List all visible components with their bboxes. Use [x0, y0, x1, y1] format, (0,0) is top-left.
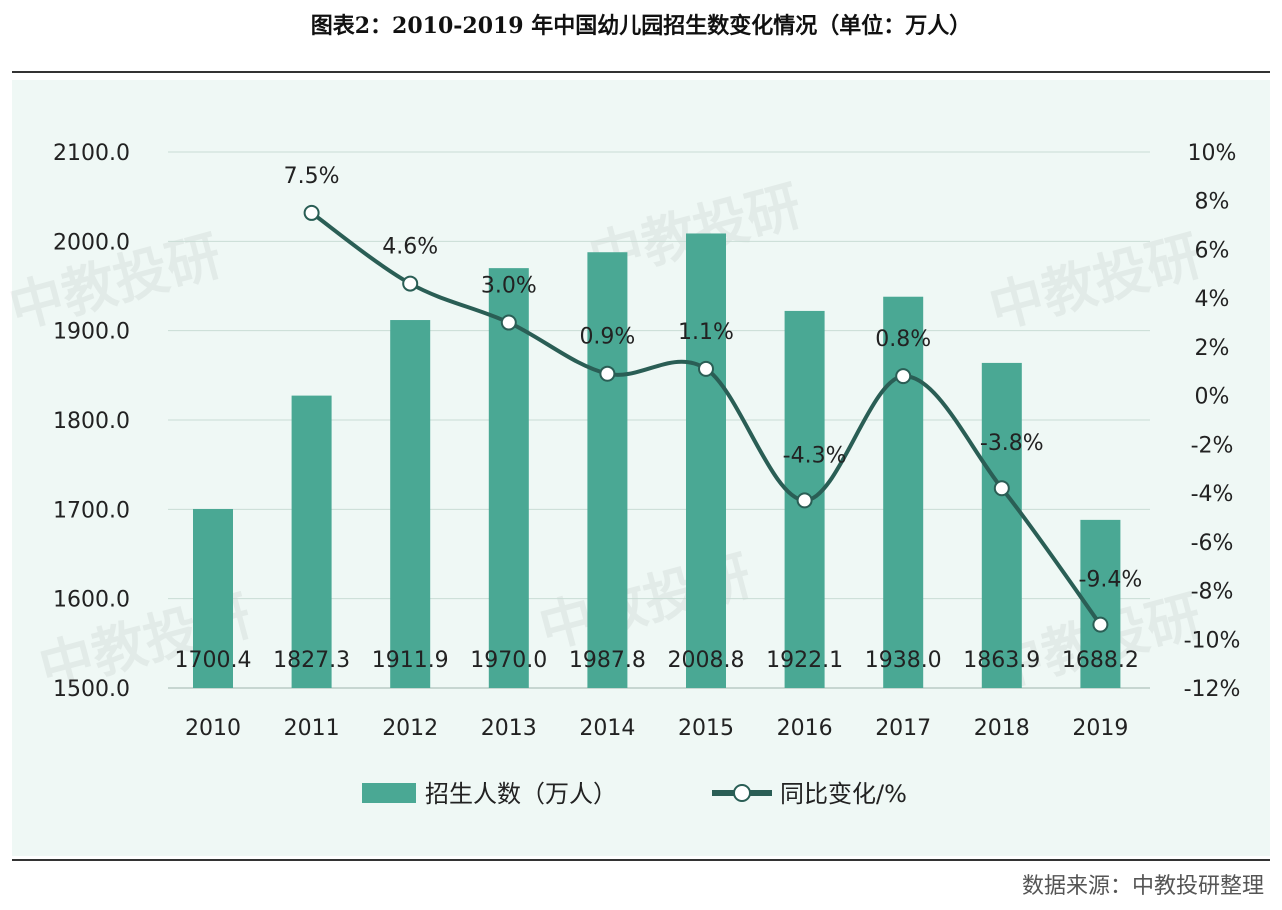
- yoy-label: 4.6%: [382, 235, 438, 260]
- yoy-label: 0.9%: [579, 325, 635, 350]
- x-axis-tick: 2015: [678, 716, 734, 741]
- bar-2018: [981, 362, 1022, 688]
- yoy-point-2016: [796, 492, 813, 509]
- yoy-point-2018: [993, 480, 1010, 497]
- x-axis-tick: 2011: [284, 716, 340, 741]
- yoy-point-2017: [895, 368, 912, 385]
- bar-label: 1938.0: [865, 648, 942, 673]
- title-divider: [12, 71, 1270, 73]
- source-note: 数据来源：中教投研整理: [1021, 874, 1264, 899]
- right-axis-tick: -2%: [1191, 433, 1234, 458]
- right-axis-tick: 8%: [1195, 190, 1230, 215]
- x-axis-tick: 2013: [481, 716, 537, 741]
- yoy-point-2013: [500, 314, 517, 331]
- bar-label: 1827.3: [273, 648, 350, 673]
- right-axis-tick: -10%: [1184, 628, 1241, 653]
- left-axis-tick: 1900.0: [53, 320, 130, 345]
- left-axis-tick: 1500.0: [53, 677, 130, 702]
- yoy-point-2015: [698, 360, 714, 377]
- right-axis-tick: -8%: [1191, 580, 1234, 605]
- yoy-label: -9.4%: [1078, 568, 1142, 593]
- legend-line-label: 同比变化/%: [780, 780, 907, 808]
- bar-2012: [390, 320, 431, 688]
- yoy-label: 3.0%: [481, 274, 537, 299]
- bar-2013: [488, 268, 529, 688]
- chart-panel: [12, 80, 1270, 856]
- yoy-line: [310, 211, 1103, 626]
- bar-label: 1987.8: [569, 648, 646, 673]
- right-axis-tick: 10%: [1188, 141, 1237, 166]
- bar-label: 2008.8: [668, 648, 745, 673]
- x-axis-tick: 2014: [579, 716, 635, 741]
- bar-label: 1922.1: [766, 648, 843, 673]
- bar-label: 1700.4: [175, 648, 252, 673]
- legend-bar-swatch: [362, 783, 416, 803]
- bar-2014: [587, 252, 628, 688]
- right-axis-tick: 6%: [1195, 238, 1230, 263]
- left-axis-tick: 1800.0: [53, 409, 130, 434]
- right-axis-tick: -6%: [1191, 531, 1234, 556]
- right-axis-tick: -12%: [1184, 677, 1241, 702]
- right-axis-tick: 0%: [1195, 385, 1230, 410]
- yoy-label: 1.1%: [678, 320, 734, 345]
- chart-title: 图表2：2010-2019 年中国幼儿园招生数变化情况（单位：万人）: [310, 13, 972, 39]
- bar-2011: [291, 395, 332, 688]
- bar-2017: [883, 296, 924, 688]
- yoy-point-2012: [402, 275, 419, 292]
- legend-line-marker: [733, 784, 751, 802]
- bar-2010: [193, 508, 233, 688]
- x-axis-tick: 2016: [777, 716, 833, 741]
- x-axis-tick: 2019: [1072, 716, 1128, 741]
- yoy-point-2011: [303, 204, 320, 221]
- left-axis-tick: 1700.0: [53, 498, 130, 523]
- yoy-label: -3.8%: [980, 431, 1044, 456]
- footer-divider: [12, 859, 1270, 861]
- legend-bar-label: 招生人数（万人）: [425, 780, 617, 808]
- bar-label: 1911.9: [372, 648, 449, 673]
- yoy-point-2019: [1092, 616, 1109, 633]
- right-axis-tick: 2%: [1195, 336, 1230, 361]
- bar-label: 1863.9: [963, 648, 1040, 673]
- x-axis-tick: 2018: [974, 716, 1030, 741]
- bar-label: 1970.0: [470, 648, 547, 673]
- left-axis-tick: 2100.0: [53, 141, 130, 166]
- left-axis-tick: 1600.0: [53, 588, 130, 613]
- yoy-point-2014: [599, 365, 616, 382]
- right-axis-tick: 4%: [1195, 287, 1230, 312]
- bar-2015: [686, 233, 726, 689]
- yoy-label: 0.8%: [875, 327, 931, 352]
- x-axis-tick: 2017: [875, 716, 931, 741]
- right-axis-tick: -4%: [1191, 482, 1234, 507]
- left-axis-tick: 2000.0: [53, 230, 130, 255]
- yoy-label: -4.3%: [783, 443, 847, 468]
- x-axis-tick: 2010: [185, 716, 241, 741]
- yoy-label: 7.5%: [284, 164, 340, 189]
- x-axis-tick: 2012: [382, 716, 438, 741]
- bar-label: 1688.2: [1062, 648, 1139, 673]
